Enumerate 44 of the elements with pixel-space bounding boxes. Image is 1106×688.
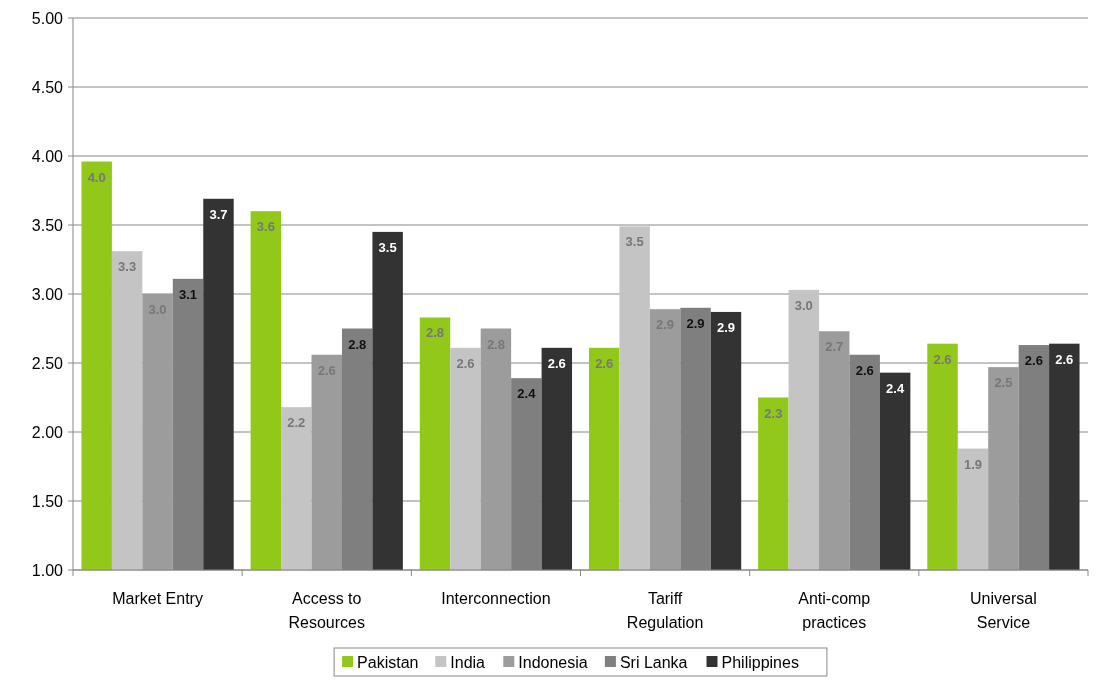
- x-tick-label: Anti-comp practices: [798, 590, 871, 631]
- data-label: 3.1: [178, 286, 198, 302]
- y-tick-label: 1.00: [31, 561, 64, 579]
- data-label: 2.9: [716, 319, 736, 335]
- data-label: 2.4: [517, 386, 537, 402]
- data-label: 2.6: [855, 362, 874, 378]
- x-tick-label: Tariff Regulation: [626, 590, 704, 631]
- y-tick-label: 5.00: [31, 9, 64, 27]
- legend-label: Sri Lanka: [619, 653, 688, 671]
- data-label: 2.9: [686, 315, 705, 331]
- data-label: 2.6: [595, 355, 614, 371]
- data-label: 2.6: [1024, 353, 1043, 369]
- data-label: 2.6: [933, 351, 952, 367]
- y-tick-label: 1.50: [31, 492, 64, 510]
- y-tick-label: 3.00: [31, 285, 64, 303]
- data-label: 3.0: [794, 297, 813, 313]
- data-label: 2.6: [456, 355, 475, 371]
- data-label: 3.3: [118, 259, 137, 275]
- data-label: 3.7: [209, 206, 228, 222]
- legend-label: Philippines: [721, 653, 799, 671]
- x-tick-label: Market Entry: [112, 590, 203, 607]
- data-label: 2.2: [287, 415, 306, 431]
- data-label: 3.6: [256, 219, 275, 235]
- data-label: 3.5: [378, 239, 397, 255]
- data-label: 2.8: [348, 336, 367, 352]
- x-tick-label: Universal Service: [970, 590, 1037, 631]
- data-label: 1.9: [963, 456, 983, 472]
- y-tick-label: 2.00: [31, 423, 64, 441]
- data-label: 4.0: [87, 169, 106, 185]
- data-label: 3.5: [625, 234, 644, 250]
- y-tick-label: 4.50: [31, 78, 64, 96]
- data-label: 2.6: [1055, 351, 1074, 367]
- legend-label: Indonesia: [518, 653, 588, 671]
- legend-label: India: [450, 653, 486, 671]
- y-tick-label: 3.50: [31, 216, 64, 234]
- data-label: 2.6: [547, 355, 566, 371]
- y-tick-label: 2.50: [31, 354, 64, 372]
- legend-label: Pakistan: [357, 653, 419, 671]
- y-tick-label: 4.00: [31, 147, 64, 165]
- x-tick-label: Interconnection: [441, 590, 551, 607]
- x-tick-label: Access to Resources: [288, 590, 365, 631]
- data-label: 2.8: [425, 325, 445, 341]
- data-label: 2.3: [764, 405, 783, 421]
- data-label: 2.4: [886, 380, 905, 396]
